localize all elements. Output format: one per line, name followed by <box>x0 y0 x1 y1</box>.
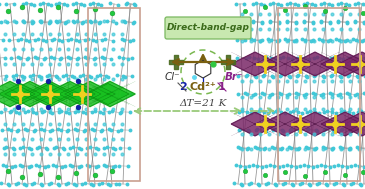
Polygon shape <box>85 81 135 107</box>
Text: Direct-band-gap: Direct-band-gap <box>166 23 250 33</box>
Polygon shape <box>25 81 75 107</box>
Polygon shape <box>87 84 129 105</box>
Text: 1: 1 <box>218 82 226 92</box>
Polygon shape <box>5 81 55 107</box>
FancyBboxPatch shape <box>165 17 251 39</box>
Polygon shape <box>261 52 309 76</box>
Polygon shape <box>0 84 41 105</box>
Polygon shape <box>261 112 309 136</box>
Text: Br⁻: Br⁻ <box>225 72 243 82</box>
Polygon shape <box>291 52 339 76</box>
Polygon shape <box>291 112 339 136</box>
Polygon shape <box>321 112 365 136</box>
Polygon shape <box>321 52 365 76</box>
Polygon shape <box>65 81 115 107</box>
Text: Cl⁻: Cl⁻ <box>164 72 180 82</box>
Polygon shape <box>45 81 95 107</box>
Polygon shape <box>231 52 279 76</box>
Polygon shape <box>231 112 279 136</box>
Text: ΔT=21 K: ΔT=21 K <box>179 98 227 108</box>
Polygon shape <box>338 52 365 76</box>
Polygon shape <box>29 84 71 105</box>
Polygon shape <box>338 112 365 136</box>
Text: Cd²⁺: Cd²⁺ <box>190 82 216 92</box>
Polygon shape <box>0 81 35 107</box>
Polygon shape <box>59 84 101 105</box>
Text: 2: 2 <box>179 82 187 92</box>
